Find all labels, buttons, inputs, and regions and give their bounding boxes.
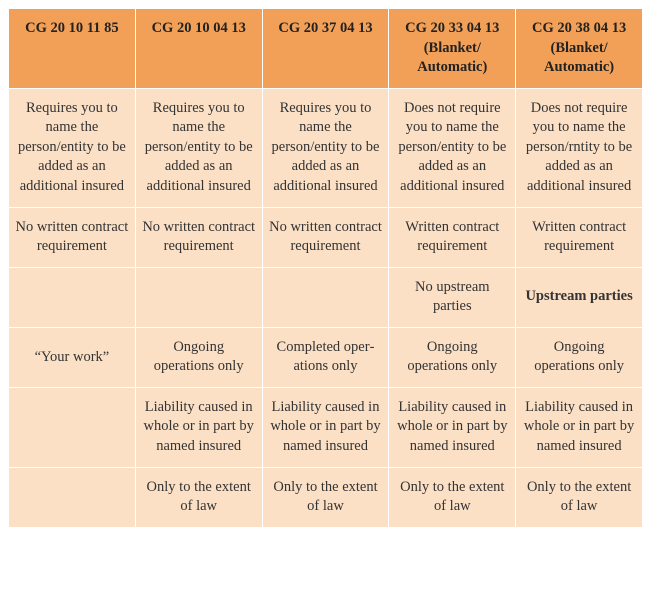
table-cell: Only to the extent of law: [516, 467, 643, 527]
table-cell: No upstream parties: [389, 267, 516, 327]
table-row: “Your work”Ongoing operations onlyComple…: [9, 327, 643, 387]
table-cell: Requires you to name the person/entity t…: [9, 88, 136, 207]
table-cell: No written contract requirement: [262, 207, 389, 267]
table-cell: Liability caused in whole or in part by …: [389, 387, 516, 467]
table-row: No written contract requirementNo writte…: [9, 207, 643, 267]
col-header-2: CG 20 10 04 13: [135, 9, 262, 89]
table-cell: [9, 267, 136, 327]
col-header-3: CG 20 37 04 13: [262, 9, 389, 89]
table-cell: Does not require you to name the person/…: [389, 88, 516, 207]
table-body: Requires you to name the person/entity t…: [9, 88, 643, 527]
col-header-1: CG 20 10 11 85: [9, 9, 136, 89]
col-header-4: CG 20 33 04 13 (Blanket/ Automatic): [389, 9, 516, 89]
table-cell: Only to the extent of law: [135, 467, 262, 527]
table-cell: [9, 387, 136, 467]
table-cell: Requires you to name the person/entity t…: [262, 88, 389, 207]
table-cell: Does not require you to name the person/…: [516, 88, 643, 207]
table-cell: Written contract requirement: [516, 207, 643, 267]
table-cell: Liability caused in whole or in part by …: [262, 387, 389, 467]
table-cell: Ongoing operations only: [389, 327, 516, 387]
table-cell: [9, 467, 136, 527]
table-cell: Only to the extent of law: [389, 467, 516, 527]
table-cell: Ongoing operations only: [516, 327, 643, 387]
table-cell: Completed oper­ations only: [262, 327, 389, 387]
table-cell: [262, 267, 389, 327]
table-row: Liability caused in whole or in part by …: [9, 387, 643, 467]
table-cell: Ongoing operations only: [135, 327, 262, 387]
table-row: No upstream partiesUpstream parties: [9, 267, 643, 327]
table-cell: Requires you to name the person/entity t…: [135, 88, 262, 207]
table-cell: Written contract requirement: [389, 207, 516, 267]
table-cell: Liability caused in whole or in part by …: [516, 387, 643, 467]
col-header-5: CG 20 38 04 13 (Blanket/ Automatic): [516, 9, 643, 89]
table-row: Only to the extent of lawOnly to the ext…: [9, 467, 643, 527]
table-cell: No written contract requirement: [135, 207, 262, 267]
header-row: CG 20 10 11 85 CG 20 10 04 13 CG 20 37 0…: [9, 9, 643, 89]
table-cell: No written contract requirement: [9, 207, 136, 267]
table-cell: “Your work”: [9, 327, 136, 387]
table-cell: Liability caused in whole or in part by …: [135, 387, 262, 467]
table-cell: Only to the extent of law: [262, 467, 389, 527]
table-cell: Upstream parties: [516, 267, 643, 327]
comparison-table: CG 20 10 11 85 CG 20 10 04 13 CG 20 37 0…: [8, 8, 643, 528]
table-cell: [135, 267, 262, 327]
table-row: Requires you to name the person/entity t…: [9, 88, 643, 207]
